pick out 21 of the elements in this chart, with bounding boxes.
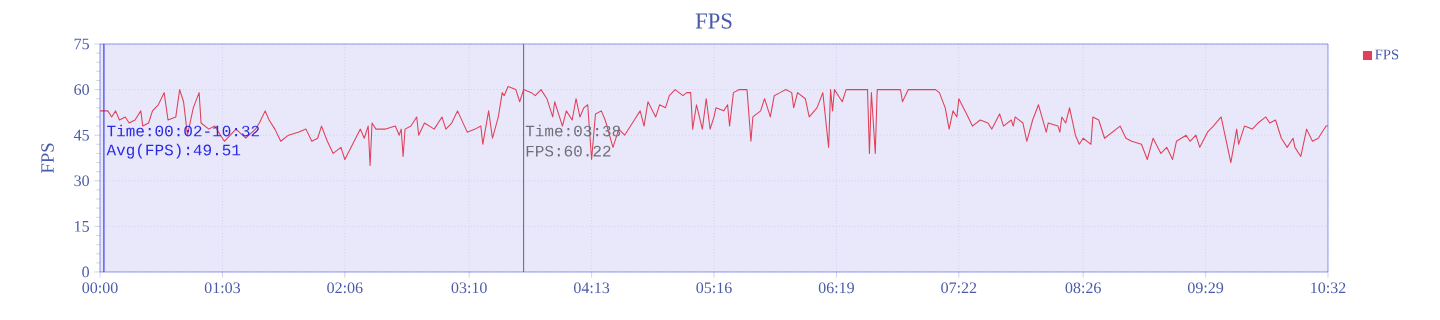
annotation: Avg(FPS):49.51 [106,143,241,159]
y-tick-label: 30 [74,175,89,187]
legend-label: FPS [1375,49,1399,60]
x-tick-label: 09:29 [1187,282,1224,294]
chart-title: FPS [695,13,732,29]
x-tick-label: 01:03 [204,282,241,294]
y-tick-label: 45 [73,129,89,141]
x-tick-label: 05:16 [696,282,732,294]
x-tick-label: 06:19 [818,282,854,294]
y-tick-label: 0 [82,266,89,278]
x-tick-label: 02:06 [327,282,363,294]
x-tick-label: 03:10 [451,282,487,294]
x-tick-label: 00:00 [82,282,118,294]
y-axis-title: FPS [41,143,54,174]
x-tick-label: 08:26 [1065,282,1101,294]
y-tick-label: 75 [74,38,89,50]
x-tick-label: 07:22 [941,282,977,294]
x-tick-label: 04:13 [573,282,610,294]
y-tick-label: 15 [75,221,89,232]
x-tick-label: 10:32 [1311,282,1346,294]
y-tick-label: 60 [74,84,89,95]
